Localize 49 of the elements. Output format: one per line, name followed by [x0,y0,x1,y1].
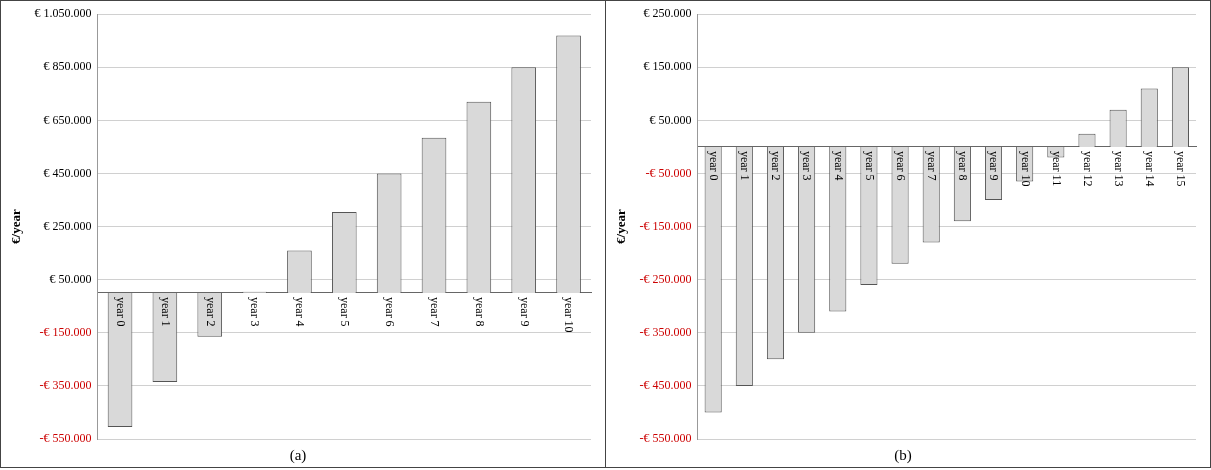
x-tick-label: year 5 [862,150,877,181]
y-tick-label: -€ 450.000 [639,378,692,393]
x-tick-label: year 7 [925,150,940,181]
text: (a) [289,446,307,464]
y-tick-label: € 50.000 [649,112,692,127]
y-tick-label: -€ 50.000 [645,165,692,180]
x-tick-label: year 10 [1018,150,1033,187]
x-tick-label: year 3 [800,150,815,181]
text: (b) [894,446,912,464]
x-tick-label: year 1 [158,296,173,327]
x-tick-label: year 8 [956,150,971,181]
x-tick-label: year 9 [987,150,1002,181]
y-tick-label: € 850.000 [43,59,92,74]
y-tick-label: -€ 350.000 [639,324,692,339]
x-tick-label: year 6 [893,150,908,181]
x-tick-label: year 1 [738,150,753,181]
x-tick-label: year 2 [203,296,218,327]
y-tick-label: € 150.000 [643,59,692,74]
y-tick-label: -€ 550.000 [639,431,692,446]
y-tick-label: -€ 250.000 [639,271,692,286]
y-tick-label: € 250.000 [43,218,92,233]
x-tick-label: year 0 [707,150,722,181]
x-tick-label: year 14 [1143,150,1158,187]
x-tick-label: year 0 [113,296,128,327]
x-tick-label: year 4 [293,296,308,327]
y-tick-label: € 650.000 [43,112,92,127]
x-tick-label: year 3 [248,296,263,327]
y-tick-label: € 50.000 [49,271,92,286]
y-tick-label: -€ 150.000 [639,218,692,233]
x-tick-label: year 7 [427,296,442,327]
y-tick-label: € 450.000 [43,165,92,180]
x-tick-label: year 12 [1080,150,1095,187]
y-axis-title: €/year [613,209,629,244]
x-tick-label: year 15 [1174,150,1189,187]
x-tick-label: year 8 [472,296,487,327]
y-tick-label: -€ 350.000 [39,378,92,393]
y-tick-label: € 250.000 [643,6,692,21]
x-tick-label: year 13 [1111,150,1126,187]
x-tick-label: year 10 [562,296,577,333]
x-tick-label: year 9 [517,296,532,327]
x-tick-label: year 6 [383,296,397,327]
x-tick-label: year 5 [338,296,353,327]
y-axis-title: €/year [8,209,24,244]
x-tick-label: year 4 [831,150,846,181]
y-tick-label: € 1.050.000 [34,6,92,21]
y-tick-label: -€ 550.000 [39,431,92,446]
x-tick-label: year 2 [769,150,784,181]
x-tick-label: year 11 [1049,150,1064,187]
y-tick-label: -€ 150.000 [39,324,92,339]
